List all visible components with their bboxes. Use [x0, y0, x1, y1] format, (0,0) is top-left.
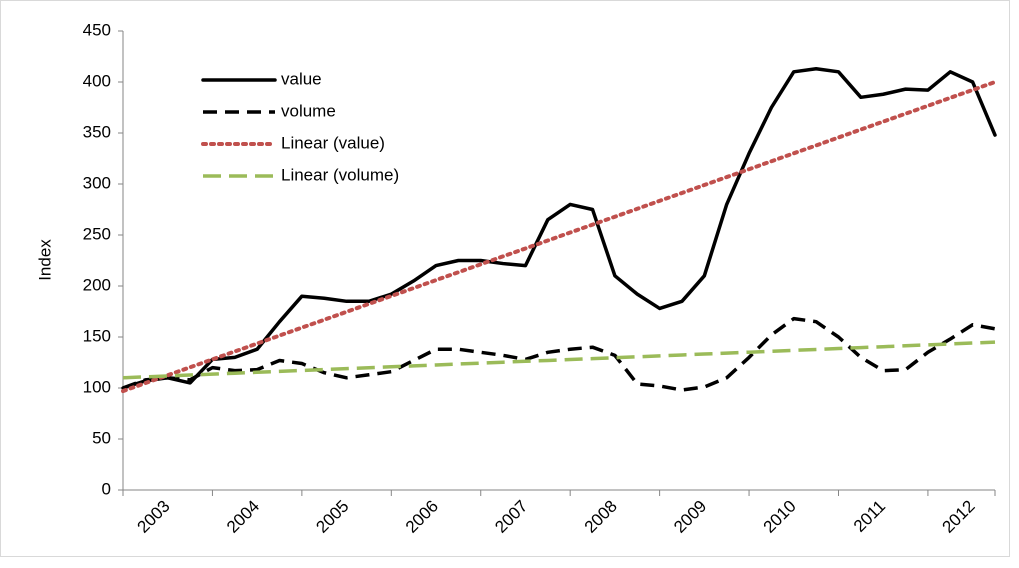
- y-tick-label: 50: [92, 428, 111, 447]
- y-tick-label: 300: [83, 173, 111, 192]
- y-tick-label: 350: [83, 122, 111, 141]
- series-line: [121, 80, 997, 394]
- y-tick-label: 0: [102, 479, 111, 498]
- legend-label: value: [281, 69, 322, 88]
- y-tick-label: 200: [83, 275, 111, 294]
- series-line: [122, 340, 996, 380]
- y-tick-label: 250: [83, 224, 111, 243]
- y-tick-label: 450: [83, 20, 111, 39]
- series-line: [122, 316, 996, 392]
- y-axis-label: Index: [35, 239, 54, 281]
- y-tick-label: 400: [83, 71, 111, 90]
- y-tick-label: 100: [83, 377, 111, 396]
- legend-label: Linear (volume): [281, 165, 399, 184]
- y-tick-label: 150: [83, 326, 111, 345]
- legend-label: volume: [281, 101, 336, 120]
- series-line: [121, 66, 997, 390]
- legend-label: Linear (value): [281, 133, 385, 152]
- chart-border: [0, 0, 1010, 557]
